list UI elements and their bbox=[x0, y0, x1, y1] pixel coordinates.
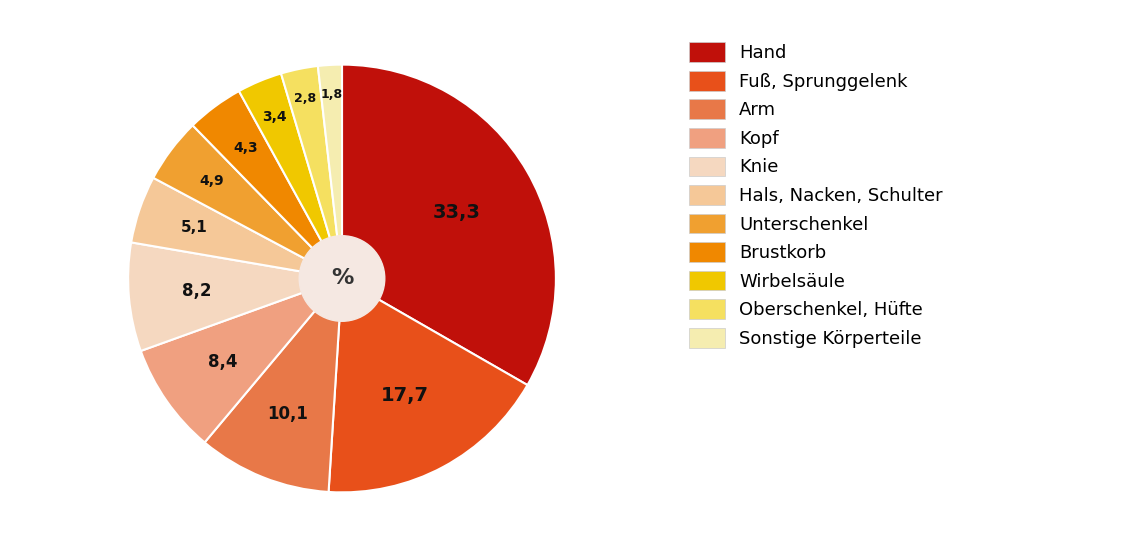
Wedge shape bbox=[239, 74, 342, 278]
Wedge shape bbox=[318, 65, 342, 278]
Wedge shape bbox=[140, 278, 342, 442]
Wedge shape bbox=[153, 125, 342, 278]
Text: 1,8: 1,8 bbox=[320, 89, 343, 101]
Text: 17,7: 17,7 bbox=[381, 386, 429, 405]
Text: 4,3: 4,3 bbox=[233, 141, 258, 155]
Wedge shape bbox=[131, 178, 342, 278]
Wedge shape bbox=[328, 278, 528, 492]
Text: 8,2: 8,2 bbox=[182, 282, 212, 300]
Text: 3,4: 3,4 bbox=[262, 110, 286, 124]
Wedge shape bbox=[128, 242, 342, 351]
Circle shape bbox=[299, 236, 385, 321]
Legend: Hand, Fuß, Sprunggelenk, Arm, Kopf, Knie, Hals, Nacken, Schulter, Unterschenkel,: Hand, Fuß, Sprunggelenk, Arm, Kopf, Knie… bbox=[683, 37, 948, 353]
Wedge shape bbox=[342, 65, 556, 385]
Text: 4,9: 4,9 bbox=[200, 174, 225, 188]
Wedge shape bbox=[204, 278, 342, 492]
Text: 8,4: 8,4 bbox=[207, 353, 237, 371]
Text: 5,1: 5,1 bbox=[181, 221, 207, 236]
Wedge shape bbox=[193, 91, 342, 278]
Wedge shape bbox=[282, 66, 342, 278]
Text: 10,1: 10,1 bbox=[268, 404, 309, 423]
Text: 2,8: 2,8 bbox=[294, 92, 316, 105]
Text: %: % bbox=[331, 268, 353, 289]
Text: 33,3: 33,3 bbox=[433, 203, 481, 222]
